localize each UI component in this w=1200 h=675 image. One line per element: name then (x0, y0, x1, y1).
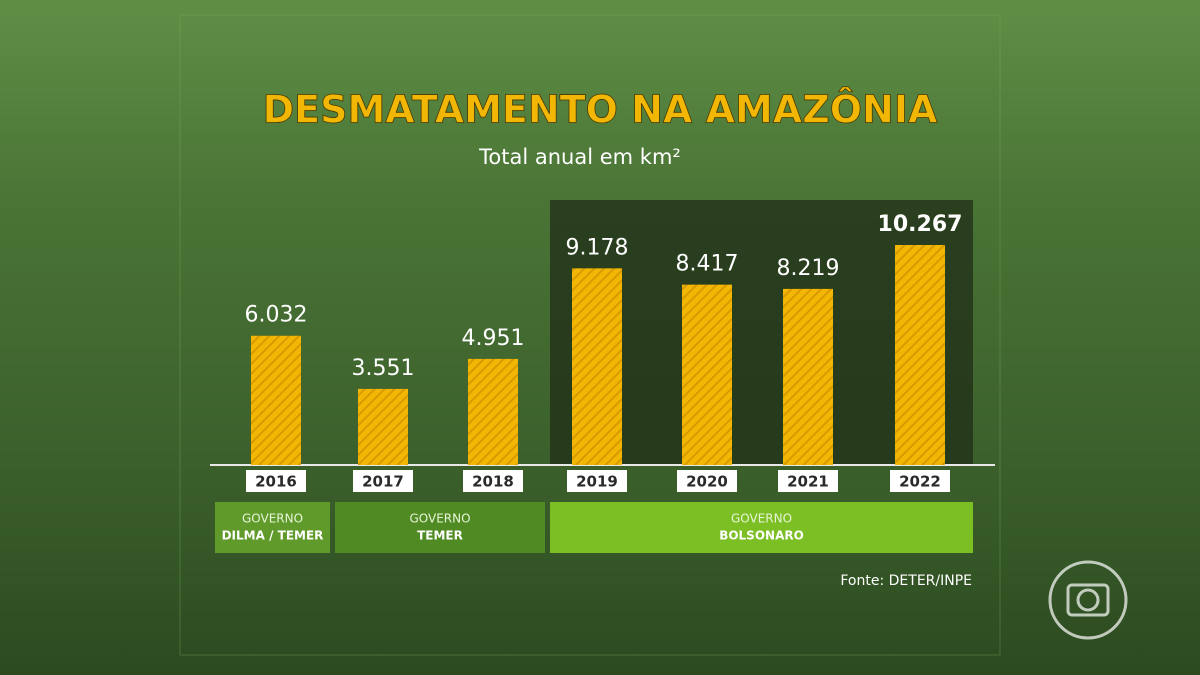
value-label: 8.219 (777, 256, 840, 281)
x-tick-label: 2020 (686, 473, 728, 491)
value-label: 4.951 (462, 326, 525, 351)
x-tick-label: 2021 (787, 473, 829, 491)
bar (895, 245, 945, 465)
year-box (890, 470, 950, 492)
source: Fonte: DETER/INPE (840, 573, 972, 589)
year-box (778, 470, 838, 492)
x-tick-label: 2022 (899, 473, 941, 491)
year-box (353, 470, 413, 492)
frame (179, 14, 1001, 656)
year-box (246, 470, 306, 492)
bar (468, 358, 518, 465)
year-box (677, 470, 737, 492)
x-tick-label: 2016 (255, 473, 297, 491)
year-box (463, 470, 523, 492)
year-box (567, 470, 627, 492)
value-label: 10.267 (878, 212, 963, 237)
value-label: 6.032 (245, 303, 308, 328)
bar (358, 388, 408, 465)
government-name: DILMA / TEMER (222, 529, 324, 543)
x-tick-label: 2018 (472, 473, 514, 491)
value-label: 8.417 (676, 252, 739, 277)
value-label: 3.551 (352, 356, 415, 381)
logo (1048, 560, 1128, 640)
x-tick-label: 2019 (576, 473, 618, 491)
x-tick-label: 2017 (362, 473, 404, 491)
value-label: 9.178 (566, 235, 629, 260)
bar (251, 335, 301, 465)
government-label: GOVERNO (731, 512, 792, 526)
chart-title: DESMATAMENTO NA AMAZÔNIA (263, 88, 938, 132)
bar (572, 268, 622, 465)
government-band (215, 502, 330, 553)
government-label: GOVERNO (409, 512, 470, 526)
government-band (550, 502, 973, 553)
bar (783, 288, 833, 465)
government-label: GOVERNO (242, 512, 303, 526)
government-name: TEMER (417, 529, 463, 543)
chart-subtitle: Total anual em km² (478, 145, 681, 169)
government-band (335, 502, 545, 553)
government-name: BOLSONARO (719, 529, 804, 543)
bar (682, 284, 732, 465)
